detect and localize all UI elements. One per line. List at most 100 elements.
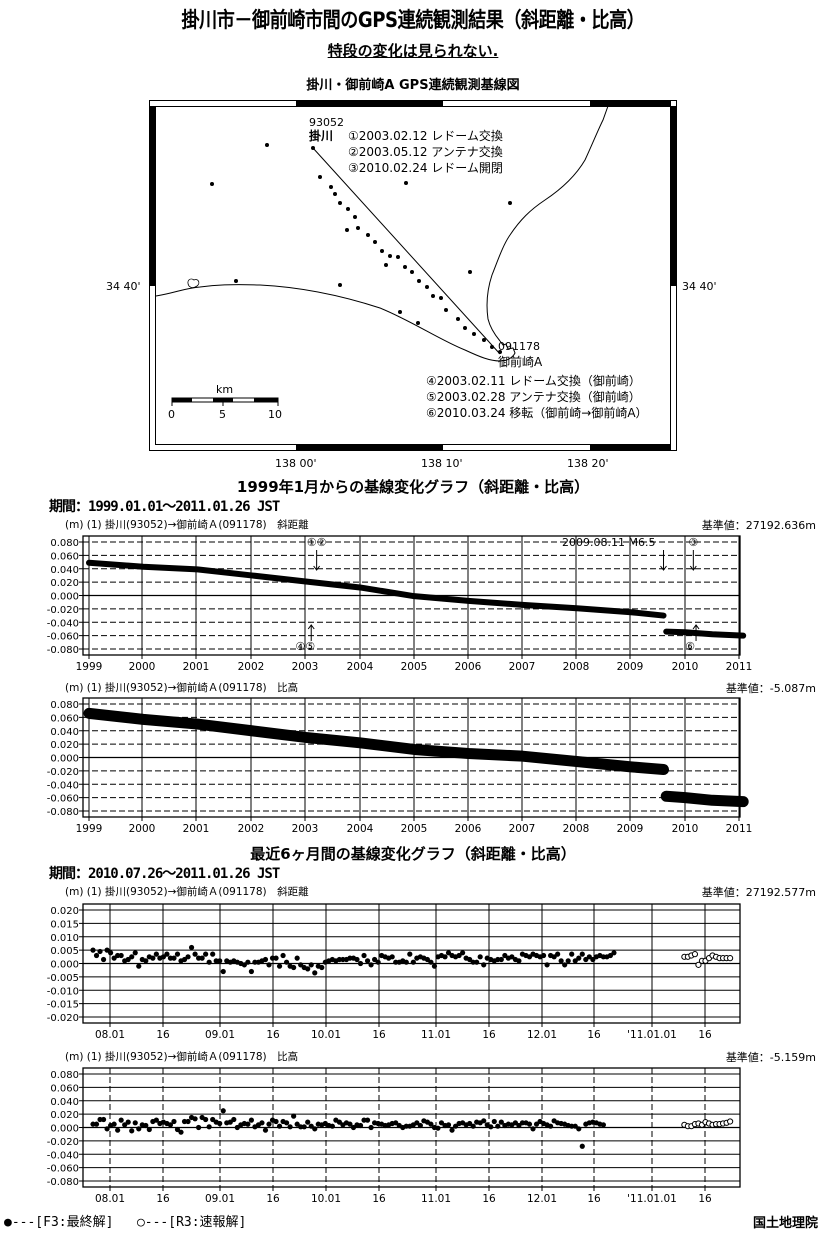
svg-text:2009: 2009	[617, 661, 644, 673]
svg-text:-0.060: -0.060	[47, 1164, 79, 1175]
svg-text:0.010: 0.010	[50, 933, 79, 944]
svg-text:2002: 2002	[238, 661, 265, 673]
svg-text:-0.010: -0.010	[47, 986, 79, 997]
svg-text:09.01: 09.01	[205, 1029, 235, 1041]
svg-text:'11.01.01: '11.01.01	[627, 1029, 677, 1041]
svg-text:2009.08.11 M6.5: 2009.08.11 M6.5	[562, 536, 655, 549]
svg-text:2003: 2003	[292, 823, 319, 835]
svg-text:-0.020: -0.020	[47, 1013, 79, 1024]
svg-text:2011: 2011	[726, 823, 753, 835]
short-term-period: 期間：2010.07.26～2011.01.26 JST	[49, 866, 280, 882]
baseline-map: 93052 掛川 ①2003.02.12 レドーム交換 ②2003.05.12 …	[106, 100, 717, 470]
svg-text:16: 16	[372, 1193, 386, 1205]
svg-text:-0.080: -0.080	[47, 1177, 79, 1188]
svg-text:0.040: 0.040	[50, 565, 79, 576]
svg-text:08.01: 08.01	[95, 1193, 125, 1205]
svg-text:0.060: 0.060	[50, 1083, 79, 1094]
svg-text:16: 16	[482, 1193, 496, 1205]
coastline-east	[486, 105, 609, 342]
svg-text:12.01: 12.01	[527, 1193, 557, 1205]
event-3: ③2010.02.24 レドーム開閉	[348, 161, 503, 175]
svg-text:-0.080: -0.080	[47, 645, 79, 656]
chart4-reference-value: 基準値：-5.159m	[725, 1051, 816, 1064]
svg-text:2011: 2011	[726, 661, 753, 673]
svg-text:-0.020: -0.020	[47, 605, 79, 616]
svg-text:10: 10	[268, 408, 282, 421]
svg-text:0.015: 0.015	[50, 919, 79, 930]
event-1: ①2003.02.12 レドーム交換	[348, 128, 503, 143]
chart3-reference-value: 基準値：27192.577m	[701, 886, 816, 899]
scale-bar: km 0 5 10	[168, 383, 282, 421]
event-5: ⑤2003.02.28 アンテナ交換（御前崎）	[426, 389, 641, 404]
chart3-title: (m) (1) 掛川(93052)→御前崎Ａ(091178) 斜距離	[65, 886, 309, 898]
svg-text:-0.020: -0.020	[47, 767, 79, 778]
svg-text:2002: 2002	[238, 823, 265, 835]
svg-text:2004: 2004	[347, 823, 374, 835]
svg-text:11.01: 11.01	[421, 1029, 451, 1041]
svg-text:2010: 2010	[672, 661, 699, 673]
svg-text:2008: 2008	[563, 823, 590, 835]
svg-text:0.040: 0.040	[50, 1097, 79, 1108]
svg-text:10.01: 10.01	[311, 1029, 341, 1041]
svg-text:2008: 2008	[563, 661, 590, 673]
baseline-line	[312, 147, 501, 355]
svg-text:0: 0	[168, 408, 175, 421]
event-4: ④2003.02.11 レドーム交換（御前崎）	[426, 373, 641, 388]
svg-text:10.01: 10.01	[311, 1193, 341, 1205]
chart2-title: (m) (1) 掛川(93052)→御前崎Ａ(091178) 比高	[65, 682, 299, 694]
chart2-reference-value: 基準値：-5.087m	[725, 682, 816, 695]
svg-text:2006: 2006	[455, 823, 482, 835]
svg-text:2001: 2001	[183, 823, 210, 835]
gps-stations	[210, 143, 512, 354]
station-a-code: 93052	[309, 116, 344, 129]
island-icon	[187, 278, 200, 288]
station-b-code: 091178	[498, 340, 540, 353]
svg-text:11.01: 11.01	[421, 1193, 451, 1205]
svg-text:-0.040: -0.040	[47, 780, 79, 791]
svg-text:1999: 1999	[76, 823, 103, 835]
svg-text:0.080: 0.080	[50, 538, 79, 549]
svg-text:12.01: 12.01	[527, 1029, 557, 1041]
svg-text:km: km	[216, 383, 233, 396]
map-frame	[149, 100, 677, 451]
svg-text:16: 16	[156, 1029, 170, 1041]
event-2: ②2003.05.12 アンテナ交換	[348, 144, 503, 159]
svg-text:2010: 2010	[672, 823, 699, 835]
svg-text:0.060: 0.060	[50, 713, 79, 724]
svg-text:0.020: 0.020	[50, 906, 79, 917]
svg-text:2005: 2005	[401, 823, 428, 835]
svg-text:16: 16	[372, 1029, 386, 1041]
event-6: ⑥2010.03.24 移転（御前崎→御前崎A）	[426, 405, 648, 420]
svg-text:2003: 2003	[292, 661, 319, 673]
svg-text:①②: ①②	[307, 536, 327, 549]
svg-text:-0.060: -0.060	[47, 794, 79, 805]
svg-text:09.01: 09.01	[205, 1193, 235, 1205]
svg-text:16: 16	[698, 1193, 712, 1205]
lon-label: 138 00'	[275, 457, 317, 470]
svg-text:'11.01.01: '11.01.01	[627, 1193, 677, 1205]
svg-text:16: 16	[156, 1193, 170, 1205]
svg-text:2004: 2004	[347, 661, 374, 673]
lat-label-right: 34 40'	[682, 280, 717, 293]
svg-text:2000: 2000	[129, 823, 156, 835]
svg-text:-0.040: -0.040	[47, 1150, 79, 1161]
legend-rapid-solution: ○---[R3:速報解]	[136, 1215, 247, 1230]
svg-text:0.080: 0.080	[50, 700, 79, 711]
svg-text:2001: 2001	[183, 661, 210, 673]
long-term-period: 期間：1999.01.01～2011.01.26 JST	[49, 499, 280, 515]
chart1-title: (m) (1) 掛川(93052)→御前崎Ａ(091178) 斜距離	[65, 519, 309, 531]
svg-text:0.040: 0.040	[50, 727, 79, 738]
svg-text:0.020: 0.020	[50, 578, 79, 589]
chart1-reference-value: 基準値：27192.636m	[701, 519, 816, 532]
short-term-section-title: 最近6ヶ月間の基線変化グラフ（斜距離・比高）	[250, 845, 576, 863]
svg-text:-0.020: -0.020	[47, 1137, 79, 1148]
svg-text:-0.015: -0.015	[47, 1000, 79, 1011]
chart-slope-distance-long: 0.080 0.060 0.040 0.020 0.000 -0.020 -0.040 -0.…	[47, 535, 753, 673]
svg-text:0.005: 0.005	[50, 946, 79, 957]
svg-text:⑥: ⑥	[685, 640, 695, 653]
svg-text:2006: 2006	[455, 661, 482, 673]
svg-text:-0.080: -0.080	[47, 807, 79, 818]
svg-text:0.080: 0.080	[50, 1070, 79, 1081]
svg-text:0.060: 0.060	[50, 551, 79, 562]
long-term-section-title: 1999年1月からの基線変化グラフ（斜距離・比高）	[236, 478, 590, 496]
